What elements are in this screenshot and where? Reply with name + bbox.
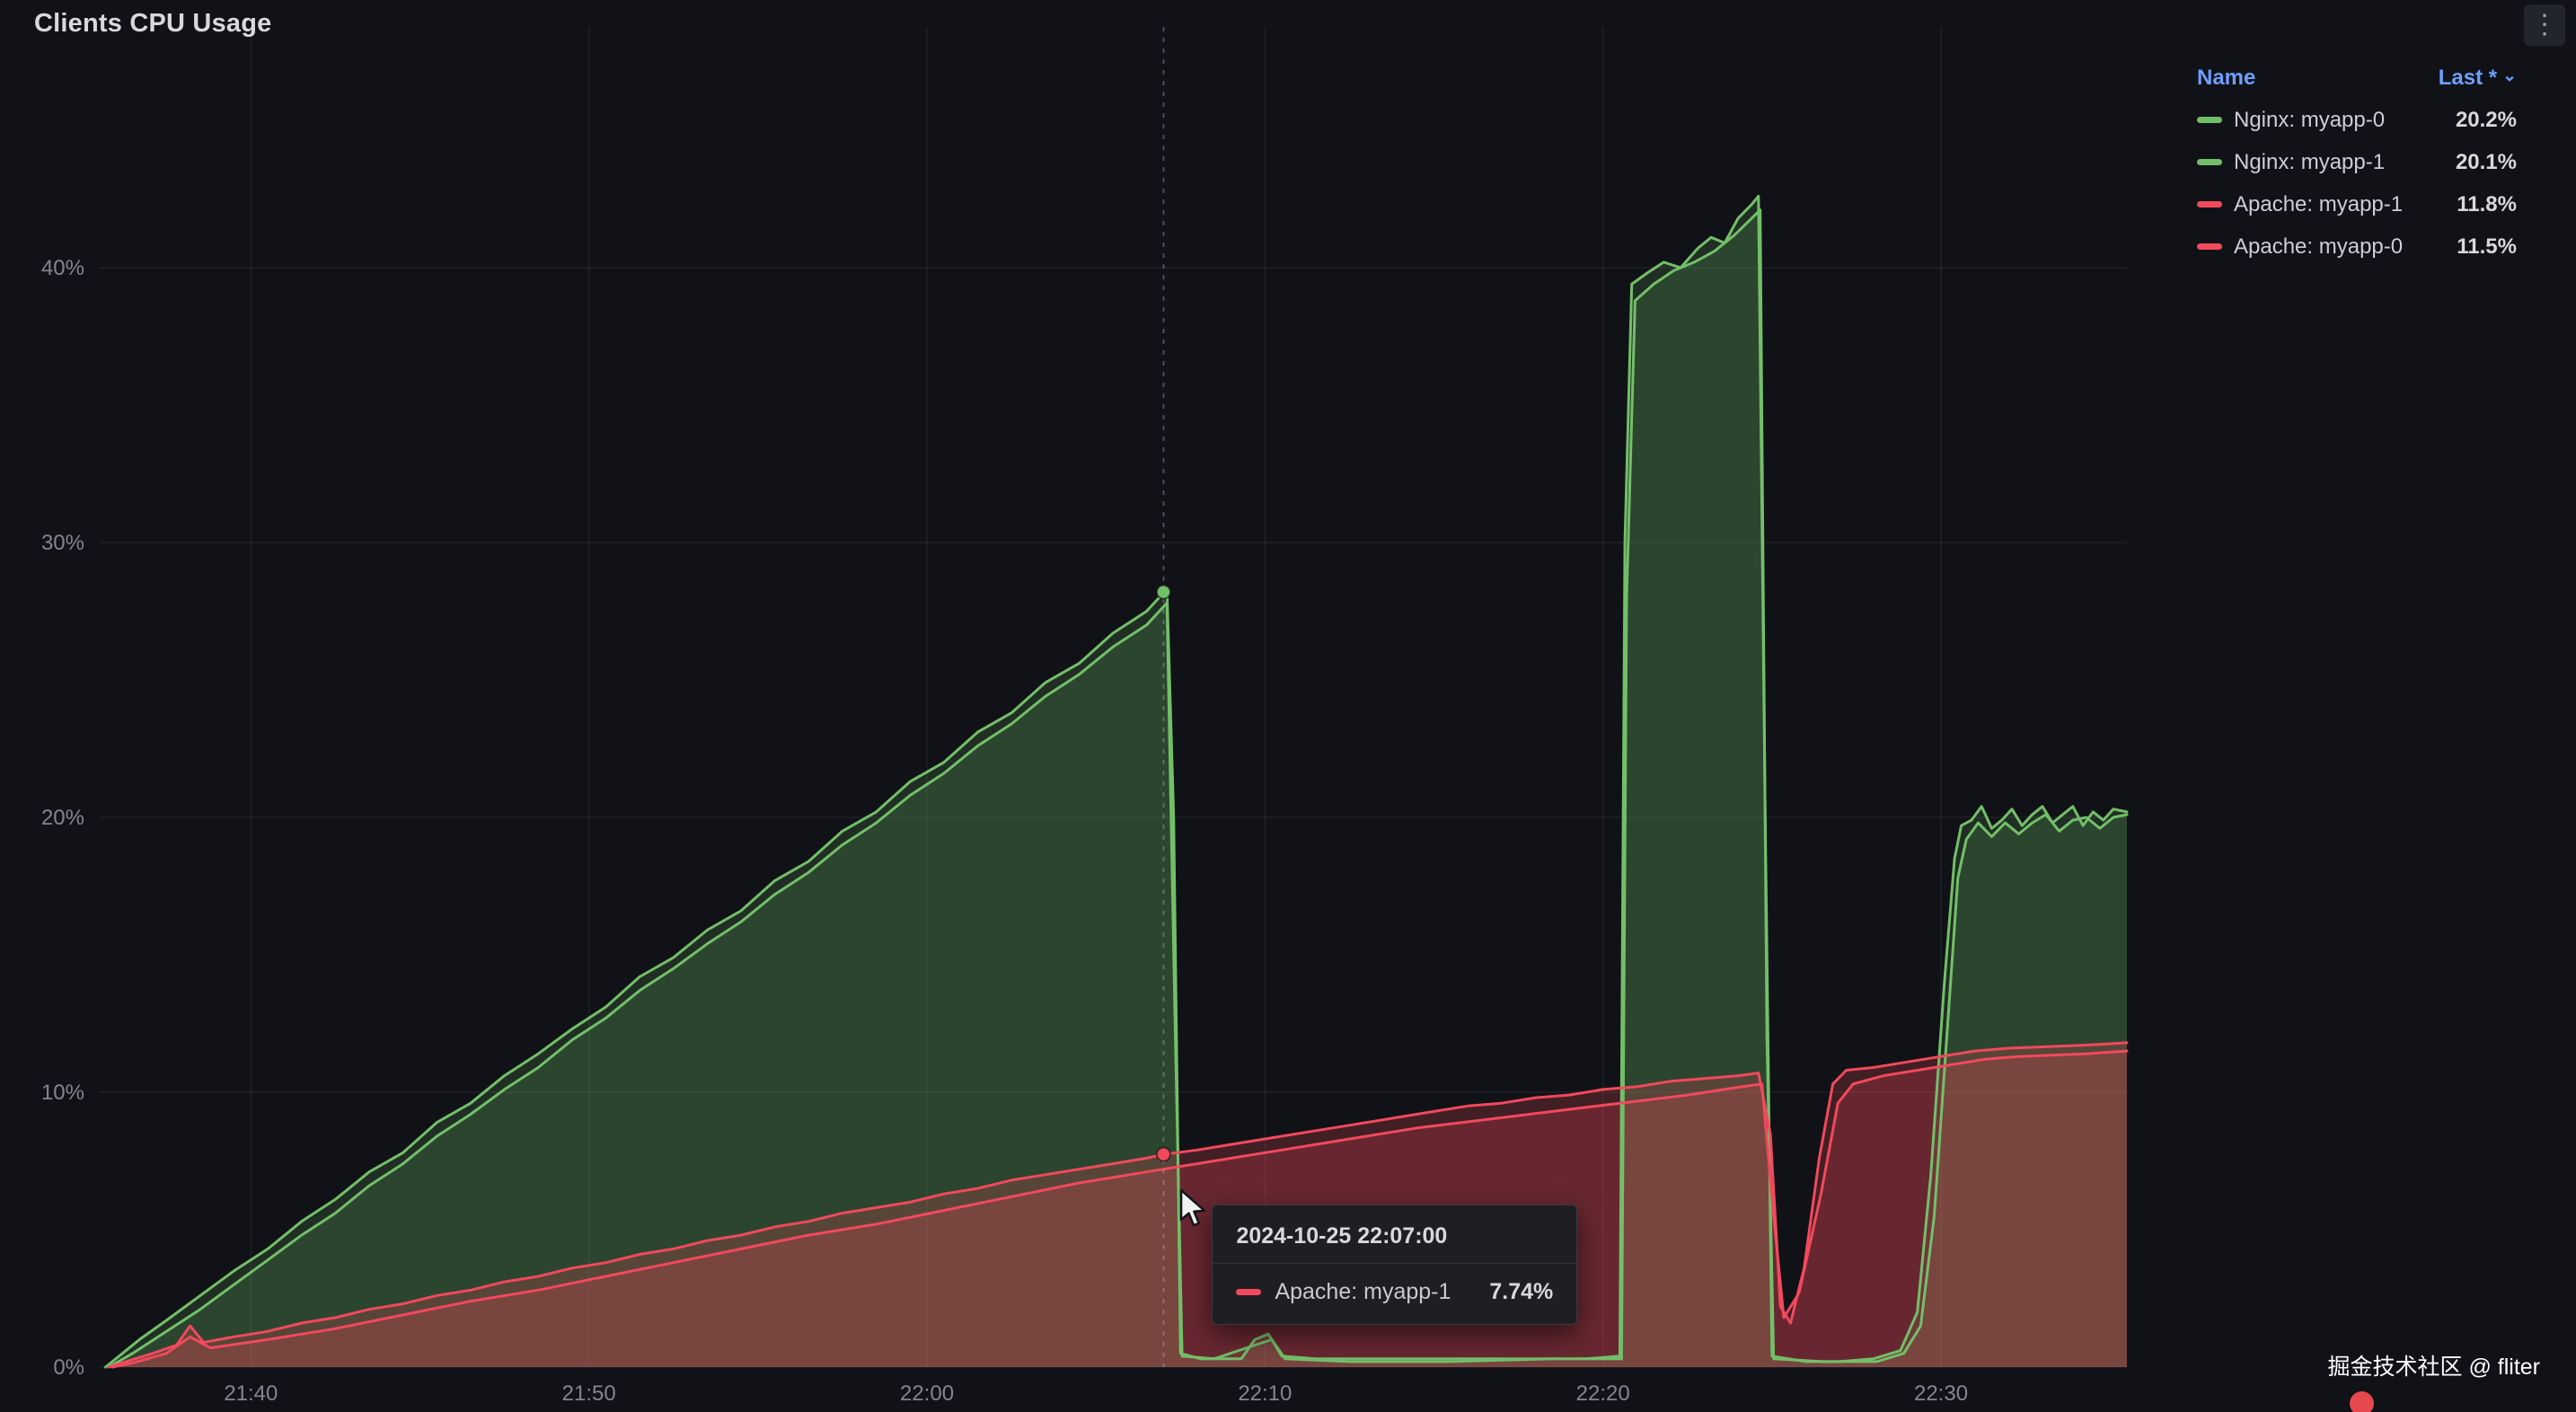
legend-sort-name[interactable]: Name xyxy=(2197,66,2256,90)
tooltip-series-value: 7.74% xyxy=(1489,1279,1554,1305)
tooltip-series-marker xyxy=(1236,1289,1262,1296)
legend: Name Last * ⌄ Nginx: myapp-0 20.2% Nginx… xyxy=(2197,57,2517,268)
svg-text:20%: 20% xyxy=(41,806,84,830)
series-color-marker xyxy=(2197,243,2222,250)
svg-text:21:40: 21:40 xyxy=(224,1381,278,1406)
series-label: Nginx: myapp-1 xyxy=(2234,149,2386,174)
series-color-marker xyxy=(2197,201,2222,207)
legend-item[interactable]: Nginx: myapp-1 20.1% xyxy=(2197,141,2517,183)
series-color-marker xyxy=(2197,159,2222,165)
svg-text:30%: 30% xyxy=(41,531,84,555)
panel-menu-button[interactable]: ⋮ xyxy=(2524,4,2565,46)
svg-text:22:30: 22:30 xyxy=(1914,1381,1968,1406)
tooltip-series-label: Apache: myapp-1 xyxy=(1275,1279,1451,1305)
legend-rows: Nginx: myapp-0 20.2% Nginx: myapp-1 20.1… xyxy=(2197,99,2517,268)
series-label: Nginx: myapp-0 xyxy=(2234,107,2386,132)
svg-text:0%: 0% xyxy=(53,1355,84,1380)
svg-text:10%: 10% xyxy=(41,1081,84,1105)
svg-text:21:50: 21:50 xyxy=(562,1381,616,1406)
legend-sort-last-label: Last * xyxy=(2438,66,2498,90)
watermark: 掘金技术社区 @ fliter xyxy=(2327,1355,2541,1380)
legend-item[interactable]: Apache: myapp-1 11.8% xyxy=(2197,183,2517,225)
series-last-value: 20.2% xyxy=(2455,107,2517,132)
sort-caret-icon: ⌄ xyxy=(2502,66,2517,85)
svg-text:40%: 40% xyxy=(41,256,84,280)
legend-sort-last[interactable]: Last * ⌄ xyxy=(2439,66,2517,91)
tooltip-timestamp: 2024-10-25 22:07:00 xyxy=(1236,1223,1448,1249)
panel-title: Clients CPU Usage xyxy=(34,9,272,38)
series-label: Apache: myapp-0 xyxy=(2234,234,2404,259)
svg-text:22:20: 22:20 xyxy=(1576,1381,1630,1406)
svg-text:22:10: 22:10 xyxy=(1238,1381,1292,1406)
series-last-value: 11.8% xyxy=(2457,191,2517,216)
chart-tooltip: 2024-10-25 22:07:00 Apache: myapp-1 7.74… xyxy=(1212,1205,1578,1326)
series-last-value: 20.1% xyxy=(2455,149,2517,174)
svg-text:22:00: 22:00 xyxy=(900,1381,954,1406)
kebab-menu-icon: ⋮ xyxy=(2531,10,2558,40)
series-label: Apache: myapp-1 xyxy=(2234,191,2404,216)
tooltip-series-row: Apache: myapp-1 7.74% xyxy=(1213,1263,1577,1324)
red-record-dot xyxy=(2350,1391,2374,1412)
series-color-marker xyxy=(2197,117,2222,123)
legend-header: Name Last * ⌄ xyxy=(2197,57,2517,99)
legend-item[interactable]: Apache: myapp-0 11.5% xyxy=(2197,225,2517,268)
legend-item[interactable]: Nginx: myapp-0 20.2% xyxy=(2197,99,2517,141)
series-last-value: 11.5% xyxy=(2457,234,2517,259)
